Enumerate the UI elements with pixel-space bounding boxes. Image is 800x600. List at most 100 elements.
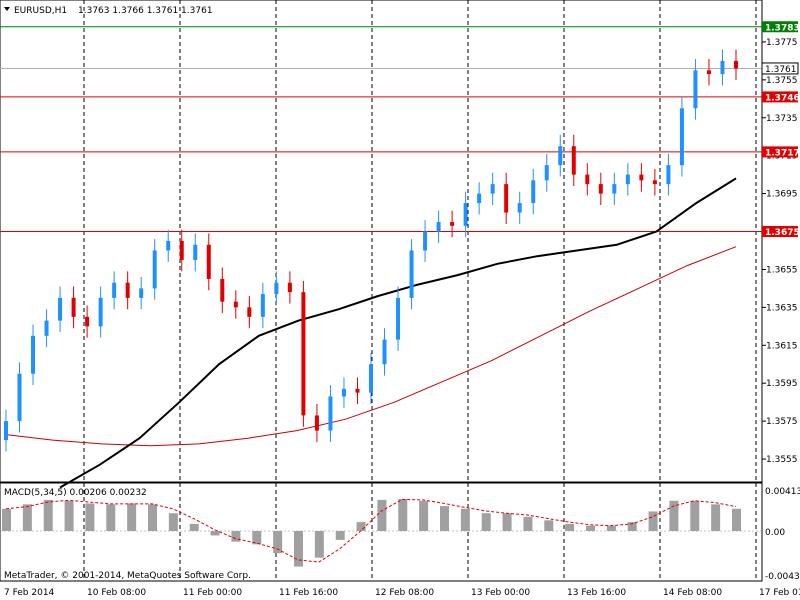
current-price-tag: 1.3761 [761,62,799,75]
candle-body [706,70,711,75]
macd-bar [523,516,533,531]
ohlc-label: 1.3763 1.3766 1.3761 1.3761 [78,6,213,16]
candle-body [220,278,225,302]
candle-body [247,307,252,317]
price-label: 1.3635 [766,303,798,313]
level-tags: 1.3783 1.3746 1.3717 1.3675 [762,21,800,238]
macd-bar [168,513,178,531]
candle-body [287,282,292,293]
level-tag-bg [762,21,798,33]
time-label: 13 Feb 00:00 [471,588,530,598]
time-label: 7 Feb 2014 [4,588,55,598]
level-tag-label: 1.3746 [765,93,800,103]
candle-body [71,297,76,317]
macd-label: MACD(5,34,5) 0.00206 0.00232 [4,488,147,498]
candle-body [423,231,428,251]
candle-body [31,335,36,374]
macd-bar [252,531,262,545]
macd-bar [189,523,199,531]
candle-body [233,301,238,308]
candle-body [436,222,441,232]
candle-body [58,297,63,321]
macd-bar [606,525,616,531]
macd-bar [231,531,241,542]
macd-bar [440,506,449,531]
macd-bar [419,500,429,531]
candle-body [679,108,684,166]
macd-bar [314,531,324,558]
candle-body [139,288,144,298]
macd-bar [565,523,575,531]
candle-body [274,282,279,295]
price-levels [0,26,762,233]
price-label: 1.3695 [766,190,798,200]
level-tag-label: 1.3717 [765,148,800,158]
candle-body [355,388,360,393]
candle-body [720,60,725,75]
candle-body [558,146,563,166]
candle-body [193,244,198,260]
copyright-label: MetaTrader, © 2001-2014, MetaQuotes Soft… [4,571,251,581]
macd-bar [43,499,53,531]
macd-bar [294,531,303,567]
slow-moving-average [3,246,737,447]
candle-body [450,222,455,226]
candle-body [598,184,603,194]
candle-body [314,415,319,431]
candle-body [639,174,644,181]
candle-body [734,60,738,69]
candle-body [693,70,698,109]
dropdown-triangle-icon[interactable] [4,7,10,11]
macd-bar [127,503,137,531]
macd-bar [648,511,658,531]
level-tag-bg [762,91,798,103]
price-label: 1.3555 [766,455,798,465]
candle-body [571,146,576,175]
macd-bar [586,525,595,531]
candle-body [585,174,590,185]
candle-body [260,294,265,317]
price-label: 1.3755 [766,76,798,86]
svg-text:1.3761: 1.3761 [765,65,797,75]
macd-bar [732,508,741,531]
candle-body [409,250,414,298]
price-label: 1.3655 [766,265,798,275]
macd-bar [398,499,408,531]
macd-bar [210,531,220,536]
macd-bar [669,500,679,531]
macd-bar [460,508,470,531]
level-tag-label: 1.3675 [765,228,800,238]
macd-panel[interactable] [0,482,763,582]
candle-body [531,180,536,204]
price-panel[interactable] [0,0,763,483]
macd-histogram [2,499,741,567]
macd-axis-zero: 0.00 [765,528,785,538]
candle-body [125,282,130,298]
candle-body [382,339,387,365]
macd-bar [2,508,11,531]
macd-bar [85,503,95,531]
time-label: 13 Feb 16:00 [567,588,626,598]
macd-bar [481,513,491,531]
candle-body [666,165,671,185]
time-label: 14 Feb 08:00 [663,588,722,598]
price-label: 1.3775 [766,38,798,48]
price-label: 1.3615 [766,341,798,351]
candle-body [166,241,171,251]
candle-body [44,320,49,336]
candle-body [328,396,333,431]
macd-bar [690,500,700,531]
candle-body [463,203,468,226]
macd-bar [711,504,721,531]
symbol-label: EURUSD,H1 [14,6,67,16]
macd-axis-top: 0.00413 [765,487,800,497]
level-tag-label: 1.3783 [765,23,800,33]
candle-body [517,203,522,213]
candle-body [477,193,482,204]
macd-bar [273,531,283,554]
candle-body [85,316,90,327]
candlesticks[interactable] [4,49,738,452]
level-tag-bg [762,146,798,158]
candle-body [17,373,22,422]
